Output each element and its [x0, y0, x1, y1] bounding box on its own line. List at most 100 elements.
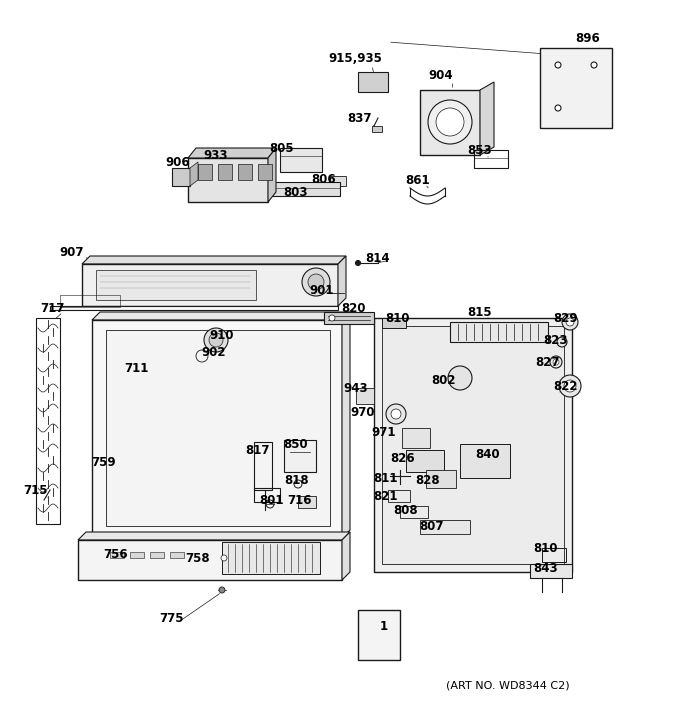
Text: 820: 820 [342, 302, 367, 315]
Bar [106, 330, 330, 526]
Circle shape [557, 337, 567, 347]
Polygon shape [96, 534, 120, 554]
Polygon shape [540, 48, 612, 128]
Polygon shape [280, 148, 322, 172]
Polygon shape [284, 440, 316, 472]
Bar [100, 538, 110, 548]
Text: 1: 1 [380, 619, 388, 632]
Text: 896: 896 [576, 31, 600, 44]
Polygon shape [460, 444, 510, 478]
Circle shape [386, 404, 406, 424]
Polygon shape [382, 318, 406, 328]
Text: 828: 828 [415, 473, 441, 486]
Polygon shape [358, 610, 400, 660]
Text: 906: 906 [166, 155, 190, 168]
Circle shape [553, 359, 559, 365]
Circle shape [391, 409, 401, 419]
Circle shape [448, 366, 472, 390]
Circle shape [329, 315, 335, 321]
Text: 803: 803 [283, 186, 307, 199]
Polygon shape [188, 148, 276, 158]
Polygon shape [268, 182, 340, 196]
Circle shape [428, 100, 472, 144]
Text: 715: 715 [24, 484, 48, 497]
Circle shape [302, 268, 330, 296]
Text: 802: 802 [432, 373, 456, 386]
Text: 970: 970 [351, 405, 375, 418]
Bar [372, 126, 382, 132]
Text: 805: 805 [270, 141, 294, 154]
Polygon shape [480, 82, 494, 155]
Polygon shape [420, 90, 480, 155]
Polygon shape [82, 256, 346, 264]
Text: 811: 811 [374, 471, 398, 484]
Text: 759: 759 [92, 455, 116, 468]
Text: 711: 711 [124, 362, 148, 375]
Polygon shape [374, 318, 572, 572]
Text: 915,935: 915,935 [328, 51, 382, 65]
Text: 821: 821 [374, 489, 398, 502]
Polygon shape [402, 428, 430, 448]
Polygon shape [298, 496, 316, 508]
Polygon shape [222, 542, 320, 574]
Polygon shape [342, 532, 350, 580]
Text: 904: 904 [428, 68, 454, 81]
Text: 717: 717 [40, 302, 64, 315]
Polygon shape [258, 164, 272, 180]
Text: 716: 716 [288, 494, 312, 507]
Text: 801: 801 [259, 494, 284, 507]
Text: 827: 827 [536, 355, 560, 368]
Bar [130, 552, 144, 558]
Circle shape [566, 318, 574, 326]
Text: 823: 823 [544, 334, 568, 347]
Bar [96, 270, 256, 300]
Polygon shape [420, 520, 470, 534]
Polygon shape [198, 164, 212, 180]
Text: 810: 810 [534, 542, 558, 555]
Text: 775: 775 [160, 611, 184, 624]
Polygon shape [324, 312, 374, 324]
Polygon shape [190, 162, 198, 186]
Circle shape [204, 328, 228, 352]
Text: 843: 843 [534, 561, 558, 574]
Polygon shape [382, 326, 564, 564]
Text: 902: 902 [202, 346, 226, 358]
Bar [110, 552, 124, 558]
Polygon shape [338, 256, 346, 306]
Circle shape [356, 260, 360, 265]
Text: 826: 826 [391, 452, 415, 465]
Bar [60, 295, 120, 307]
Polygon shape [330, 176, 346, 186]
Text: 822: 822 [554, 379, 578, 392]
Circle shape [550, 356, 562, 368]
Text: 971: 971 [372, 426, 396, 439]
Polygon shape [530, 564, 572, 578]
Polygon shape [92, 312, 350, 320]
Polygon shape [50, 306, 338, 310]
Polygon shape [82, 264, 338, 306]
Text: 814: 814 [366, 252, 390, 265]
Circle shape [219, 587, 225, 593]
Text: 853: 853 [468, 144, 492, 157]
Polygon shape [78, 540, 342, 580]
Polygon shape [450, 322, 548, 342]
Polygon shape [92, 320, 342, 538]
Polygon shape [78, 532, 350, 540]
Polygon shape [358, 72, 388, 92]
Text: 933: 933 [204, 149, 228, 162]
Bar [170, 552, 184, 558]
Text: 861: 861 [406, 173, 430, 186]
Polygon shape [188, 158, 268, 202]
Circle shape [209, 333, 223, 347]
Text: 815: 815 [468, 305, 492, 318]
Text: 910: 910 [209, 328, 234, 341]
Circle shape [555, 62, 561, 68]
Circle shape [591, 62, 597, 68]
Text: 907: 907 [60, 246, 84, 259]
Polygon shape [406, 450, 444, 472]
Text: 808: 808 [394, 503, 418, 516]
Text: 829: 829 [554, 312, 578, 325]
Polygon shape [268, 148, 276, 202]
Text: 807: 807 [420, 520, 444, 532]
Text: 756: 756 [103, 547, 129, 560]
